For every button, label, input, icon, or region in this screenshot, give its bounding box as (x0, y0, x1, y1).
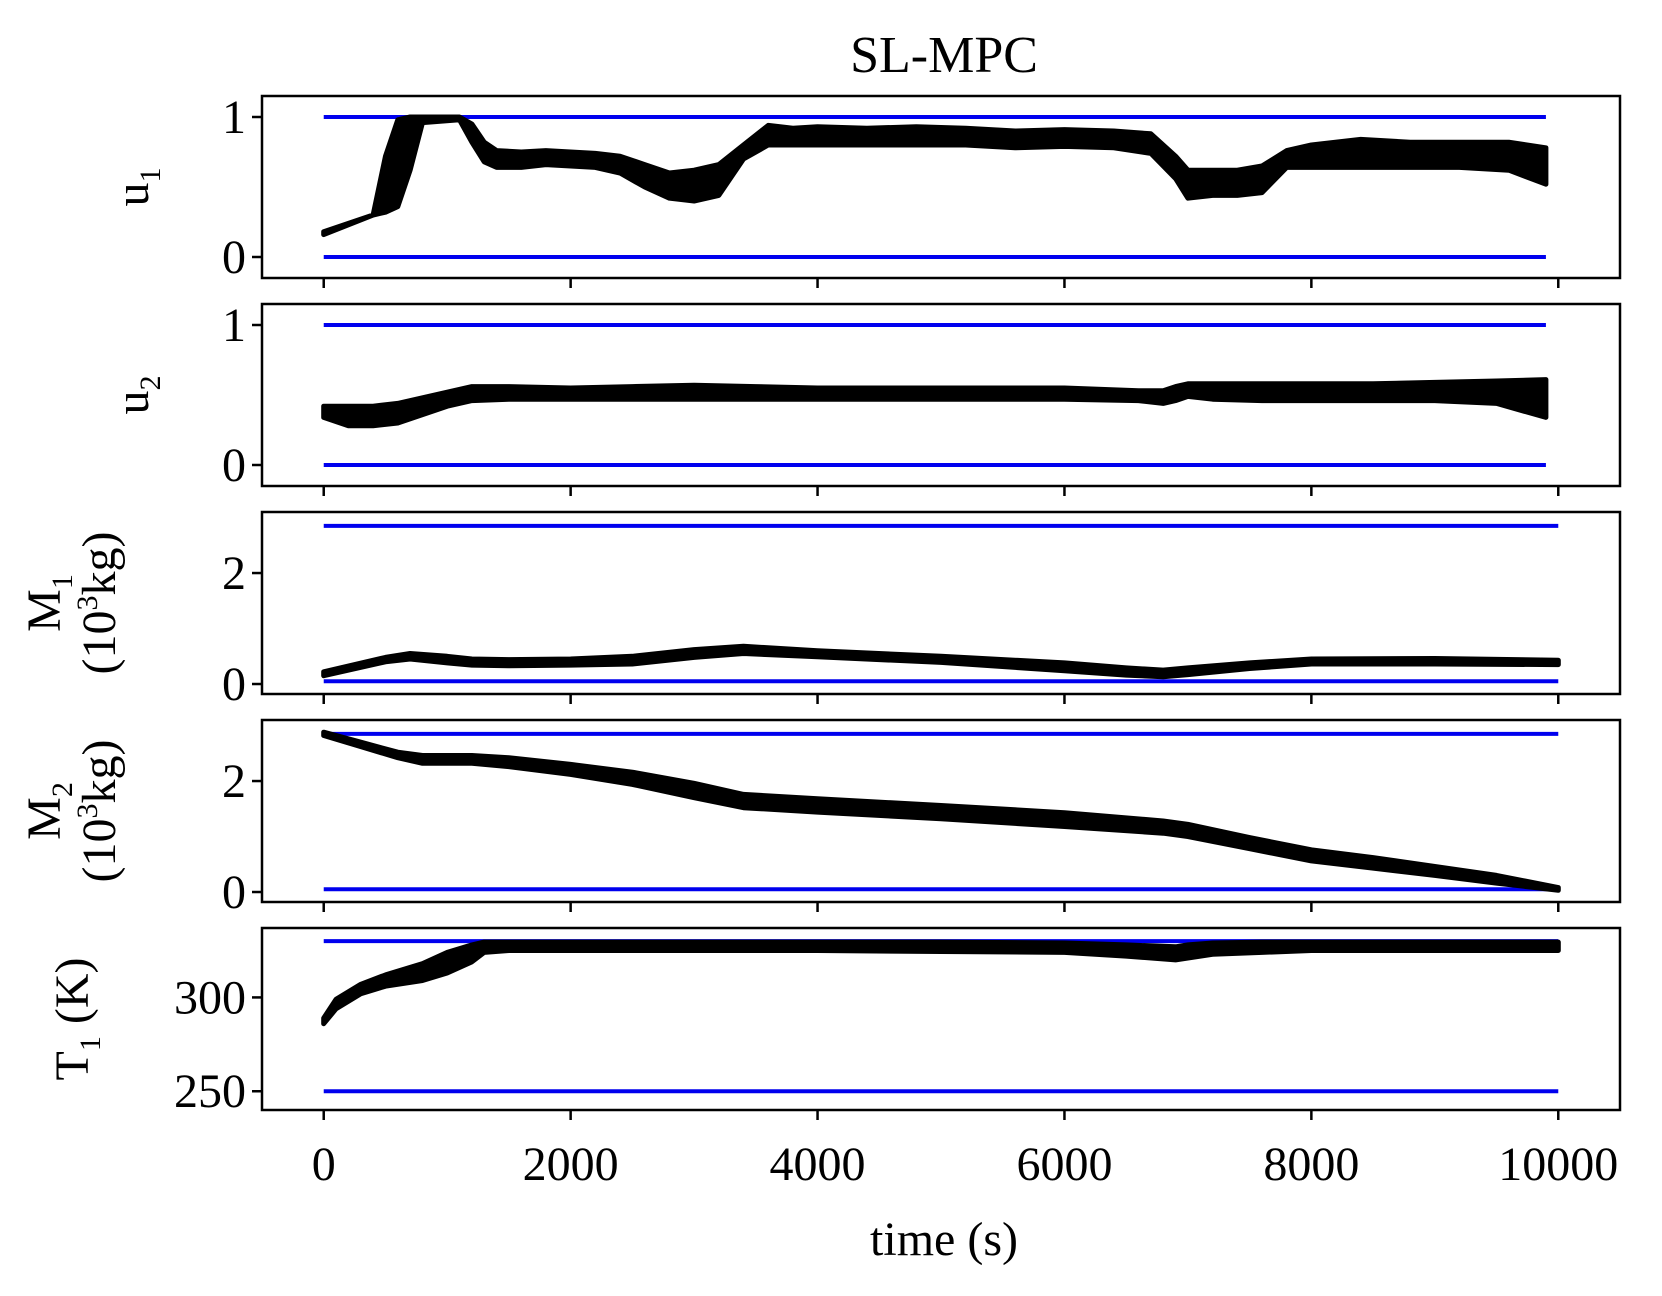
y-axis-label-subscript: 1 (74, 1036, 107, 1051)
y-axis-label: M2 (18, 782, 79, 840)
y-axis-units: (103kg) (71, 532, 126, 675)
subplot-2: 0 1 u2 (106, 299, 1622, 496)
y-axis-label: T1 (K) (46, 958, 111, 1081)
y-tick-label: 1 (222, 299, 246, 352)
y-tick-label: 1 (222, 91, 246, 144)
y-axis-units: (K) (46, 958, 99, 1025)
x-tick-label: 2000 (523, 1138, 619, 1191)
y-axis-units-superscript: 3 (71, 596, 104, 611)
y-tick-label: 300 (174, 971, 246, 1024)
y-axis-units-rest: kg) (73, 740, 126, 804)
trajectory-band (321, 114, 1549, 238)
y-tick-label: 0 (222, 231, 246, 284)
y-axis-units-rest: kg) (73, 532, 126, 596)
x-tick-label: 6000 (1016, 1138, 1112, 1191)
y-axis-label-subscript: 1 (134, 168, 167, 183)
axes-frame (260, 94, 1622, 280)
y-axis-label: u2 (106, 376, 167, 415)
y-axis-label-symbol: M (18, 797, 71, 840)
axes-frame (260, 302, 1622, 488)
axes-frame (260, 718, 1622, 904)
x-tick-label: 8000 (1263, 1138, 1359, 1191)
y-axis-units: (103kg) (71, 740, 126, 883)
y-axis-label-subscript: 2 (134, 376, 167, 391)
chart-title: SL-MPC (850, 27, 1038, 84)
y-tick-label: 2 (222, 547, 246, 600)
y-axis-label-symbol: T (46, 1051, 99, 1080)
y-axis-label: M1 (18, 574, 79, 632)
trajectory-band (321, 939, 1561, 1027)
axes-frame (260, 510, 1622, 696)
y-axis-label-symbol: u (106, 391, 159, 415)
y-axis-units-superscript: 3 (71, 804, 104, 819)
y-axis-label: u1 (106, 168, 167, 207)
y-axis-label-subscript: 2 (46, 782, 79, 797)
y-tick-label: 0 (222, 439, 246, 492)
y-axis-label-symbol: u (106, 183, 159, 207)
x-tick-label: 0 (312, 1138, 336, 1191)
x-tick-label: 10000 (1498, 1138, 1618, 1191)
y-axis-label-subscript: 1 (46, 574, 79, 589)
x-axis-label: time (s) (870, 1213, 1018, 1266)
axes-frame (260, 926, 1622, 1112)
trajectory-band (321, 377, 1549, 429)
y-axis-units-base: (10 (73, 611, 126, 675)
trajectory-band (321, 643, 1561, 680)
y-tick-label: 2 (222, 755, 246, 808)
y-tick-label: 0 (222, 658, 246, 711)
subplot-5: 250 300 T1 (K) 0 2000 4000 6000 8000 10000 (46, 926, 1622, 1191)
y-axis-label-symbol: M (18, 589, 71, 632)
y-tick-label: 250 (174, 1065, 246, 1118)
trajectory-band (321, 729, 1561, 893)
x-tick-label: 4000 (770, 1138, 866, 1191)
y-axis-units-base: (10 (73, 819, 126, 883)
y-tick-label: 0 (222, 866, 246, 919)
